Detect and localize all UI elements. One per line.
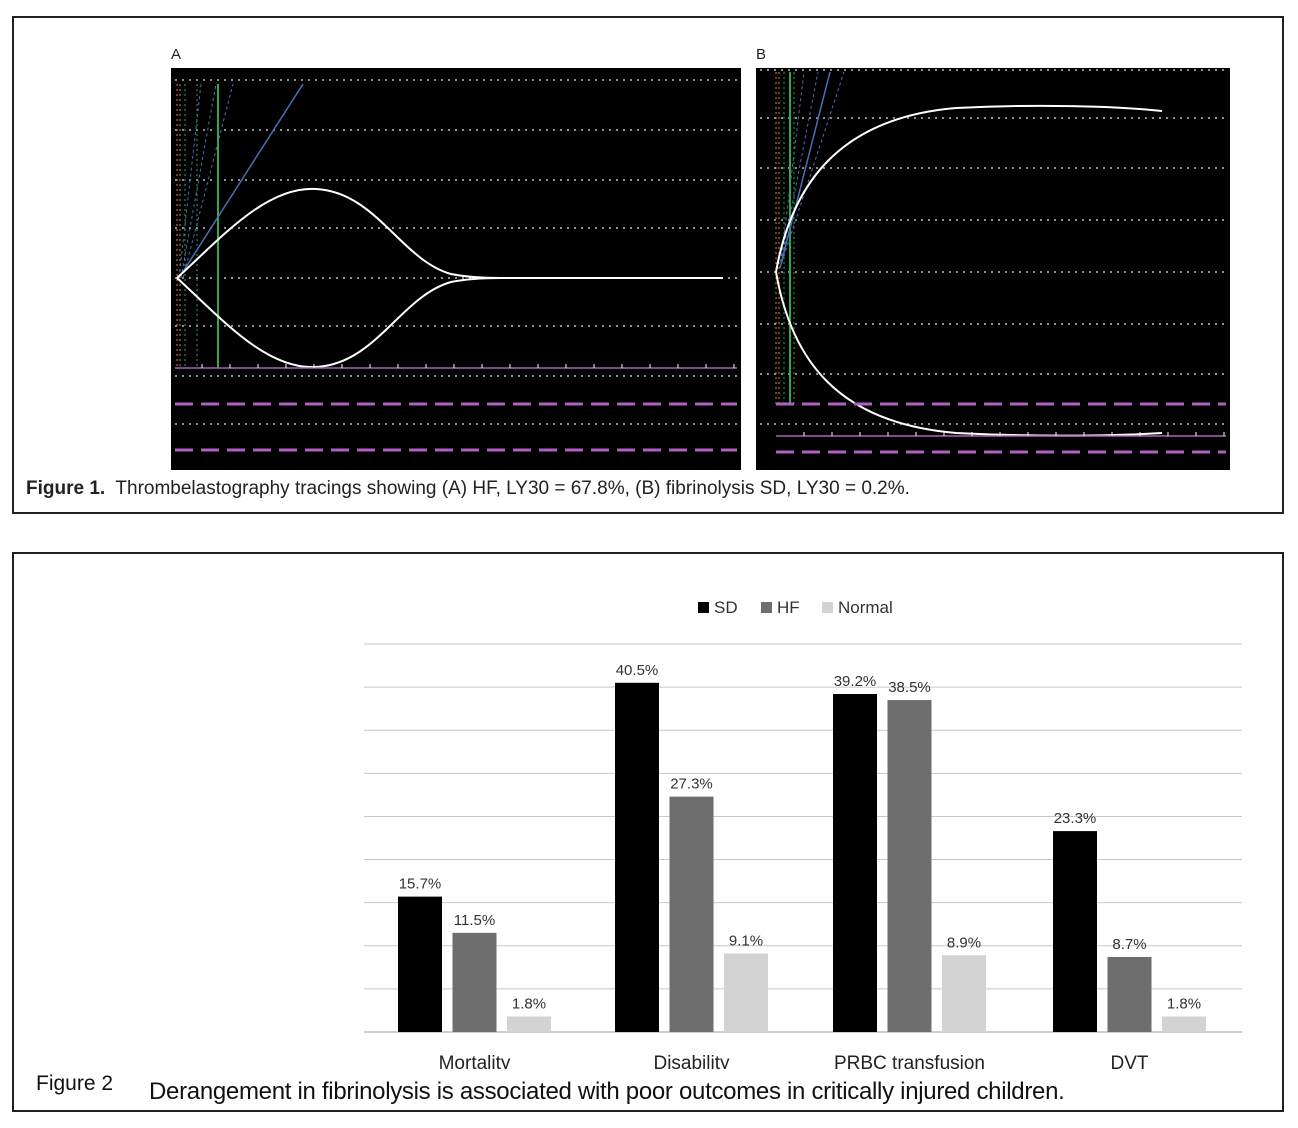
legend-swatch-normal <box>822 602 833 613</box>
legend-swatch-sd <box>698 602 709 613</box>
legend-swatch-hf <box>761 602 772 613</box>
figure-1-caption: Figure 1. Thrombelastography tracings sh… <box>26 478 910 500</box>
bar-hf-2 <box>887 700 932 1032</box>
data-label: 11.5% <box>454 912 495 929</box>
data-label: 8.9% <box>947 934 981 951</box>
category-label: Disability <box>653 1053 730 1069</box>
bar-normal-3 <box>1162 1016 1206 1032</box>
data-label: 38.5% <box>888 679 931 696</box>
teg-tracing-b <box>760 69 1226 454</box>
chart-legend: SD HF Normal <box>698 598 893 617</box>
teg-panel-b <box>756 68 1230 470</box>
figure-1-caption-prefix: Figure 1. <box>26 478 106 499</box>
bar-chart: SD HF Normal 15.7% 11.5% 1.8% 40.5% 27.3% 9.1% 3… <box>364 598 1242 1069</box>
bar-sd-2 <box>833 694 877 1032</box>
bar-sd-1 <box>615 682 659 1032</box>
bar-hf-0 <box>452 932 497 1032</box>
category-label: Mortality <box>439 1053 511 1069</box>
figure-2-caption-head: Figure 2 <box>36 1072 114 1095</box>
teg-panel-a <box>171 68 741 470</box>
data-label: 40.5% <box>616 662 659 679</box>
figure-1: A B <box>12 16 1284 514</box>
category-label: PRBC transfusion <box>834 1053 985 1069</box>
chart-data-labels: 15.7% 11.5% 1.8% 40.5% 27.3% 9.1% 39.2% 38.5% 8.… <box>399 662 1201 1013</box>
figure-2-caption-text: Derangement in fibrinolysis is associate… <box>149 1078 1065 1105</box>
panel-a-label: A <box>171 46 182 63</box>
data-label: 39.2% <box>834 673 877 690</box>
data-label: 27.3% <box>670 776 713 793</box>
data-label: 1.8% <box>512 995 546 1012</box>
data-label: 9.1% <box>729 933 763 950</box>
legend-label-hf: HF <box>777 598 800 617</box>
teg-tracing-a <box>175 79 737 452</box>
panel-b-label: B <box>756 46 767 63</box>
bar-normal-0 <box>507 1016 551 1032</box>
bar-hf-3 <box>1107 956 1152 1032</box>
bar-sd-3 <box>1053 831 1097 1032</box>
figure-2: SD HF Normal 15.7% 11.5% 1.8% 40.5% 27.3% 9.1% 3… <box>12 552 1284 1112</box>
legend-label-normal: Normal <box>838 598 893 617</box>
category-label: DVT <box>1111 1053 1149 1069</box>
bar-sd-0 <box>398 896 442 1032</box>
bar-hf-1 <box>669 796 714 1032</box>
bar-normal-2 <box>942 955 986 1032</box>
chart-bars <box>398 682 1206 1032</box>
data-label: 1.8% <box>1167 995 1201 1012</box>
legend-label-sd: SD <box>714 598 738 617</box>
chart-category-labels: Mortality Disability PRBC transfusion DVT <box>439 1053 1149 1069</box>
data-label: 15.7% <box>399 876 442 893</box>
figure-1-caption-text: Thrombelastography tracings showing (A) … <box>115 478 910 499</box>
bar-normal-1 <box>724 953 768 1032</box>
data-label: 8.7% <box>1112 936 1146 953</box>
data-label: 23.3% <box>1054 810 1097 827</box>
